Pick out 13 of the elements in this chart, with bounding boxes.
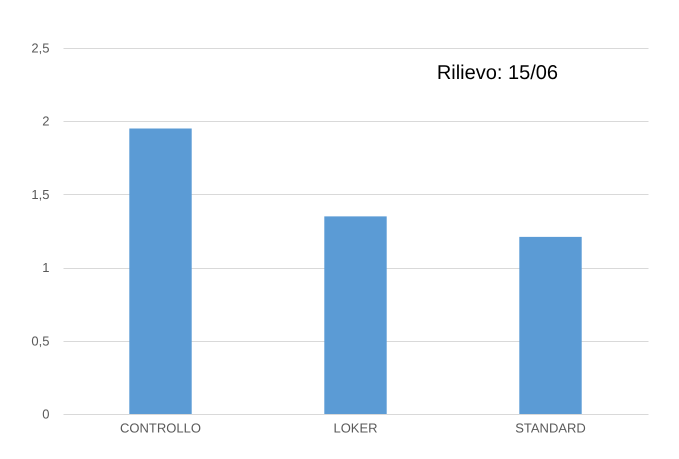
- y-tick-label: 2,5: [31, 40, 50, 56]
- x-tick-label: STANDARD: [515, 420, 586, 436]
- x-tick-label: CONTROLLO: [120, 420, 201, 436]
- y-tick-label: 0: [42, 406, 50, 422]
- y-tick-label: 1,5: [31, 186, 50, 202]
- x-tick-label: LOKER: [333, 420, 378, 436]
- bar: [519, 236, 582, 414]
- bar: [129, 128, 192, 414]
- y-tick-label: 0,5: [31, 333, 50, 348]
- y-tick-label: 1: [42, 260, 50, 276]
- bar: [324, 216, 387, 414]
- text: Rilievo: 15/06: [436, 62, 558, 84]
- y-tick-label: 2: [42, 114, 50, 129]
